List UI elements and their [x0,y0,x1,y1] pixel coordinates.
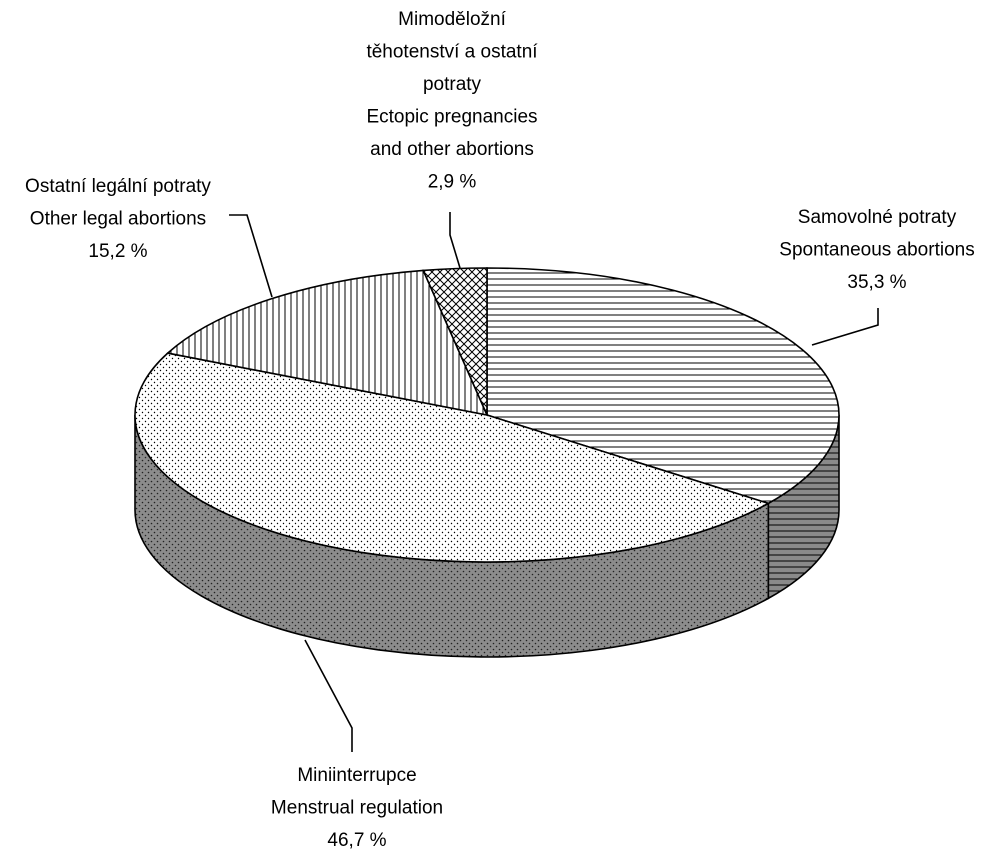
slice-label: and other abortions [370,139,534,160]
leader-line [449,212,461,269]
leader-lines [229,212,879,752]
leader-line [229,214,273,298]
slice-label: potraty [423,74,482,95]
pie-slice [422,267,488,416]
leader-line [304,639,353,752]
value-label: 35,3 % [847,272,906,293]
pie-slice [166,269,489,417]
pie-slice [134,352,771,563]
slice-label: Other legal abortions [30,209,206,230]
slice-label: Ostatní legální potraty [25,176,211,197]
pie-slice [486,267,840,505]
slice-label: Ectopic pregnancies [366,107,537,128]
slice-label: těhotenství a ostatní [366,42,538,63]
leader-line [811,308,879,346]
pie [134,267,840,658]
slice-label: Mimoděložní [398,9,506,30]
value-label: 15,2 % [88,241,147,262]
slice-label: Samovolné potraty [798,207,957,228]
slice-label: Miniinterrupce [297,765,416,786]
value-label: 2,9 % [428,172,477,193]
labels: Samovolné potraty Spontaneous abortions 35… [25,9,975,851]
slice-label: Menstrual regulation [271,798,443,819]
slice-label: Spontaneous abortions [779,240,974,261]
value-label: 46,7 % [327,830,386,851]
